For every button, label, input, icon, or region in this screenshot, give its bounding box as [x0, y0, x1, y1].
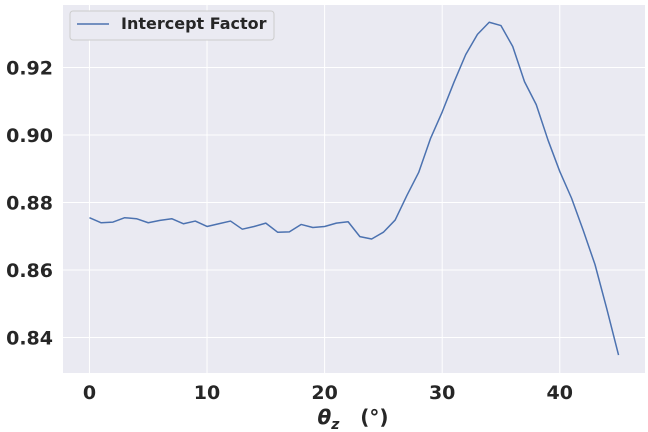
grid — [63, 5, 645, 373]
x-tick-label: 20 — [311, 382, 337, 404]
x-tick-label: 40 — [547, 382, 573, 404]
x-axis-subscript: z — [330, 417, 340, 432]
x-tick-label: 0 — [83, 382, 96, 404]
y-tick-label: 0.84 — [6, 328, 53, 350]
x-tick-label: 10 — [194, 382, 220, 404]
plot-area — [63, 5, 645, 373]
series-line-intercept-factor — [89, 21, 620, 356]
x-axis-unit: (°) — [360, 405, 388, 429]
x-axis-spacer — [339, 405, 360, 429]
legend: Intercept Factor — [69, 10, 275, 41]
y-tick-label: 0.88 — [6, 193, 53, 215]
y-tick-label: 0.92 — [6, 57, 53, 79]
legend-box — [69, 10, 275, 41]
legend-label: Intercept Factor — [121, 14, 267, 33]
x-axis-label: θz (°) — [317, 405, 388, 432]
series-layer — [89, 21, 620, 356]
x-tick-labels: 0 10 20 30 40 — [83, 382, 573, 404]
x-axis-symbol: θ — [317, 405, 331, 429]
y-tick-labels: 0.84 0.86 0.88 0.90 0.92 — [6, 57, 53, 349]
y-tick-label: 0.86 — [6, 260, 53, 282]
y-tick-label: 0.90 — [6, 125, 53, 147]
x-tick-label: 30 — [429, 382, 455, 404]
